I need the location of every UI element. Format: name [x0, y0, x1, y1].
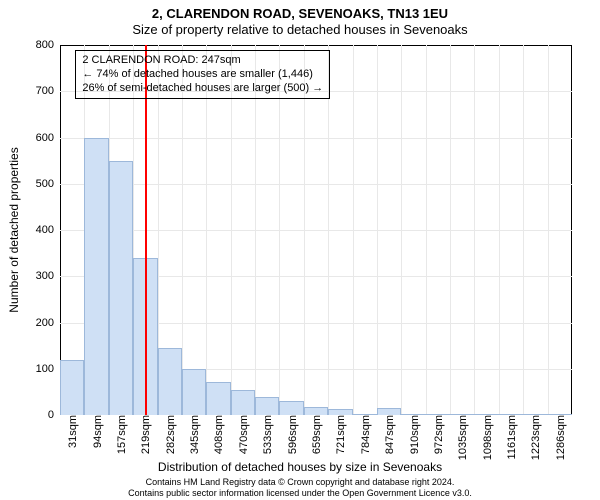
- gridline-v: [304, 45, 305, 415]
- x-tick-label: 1161sqm: [504, 415, 518, 459]
- source-caption: Contains HM Land Registry data © Crown c…: [0, 477, 600, 498]
- annotation-box: 2 CLARENDON ROAD: 247sqm← 74% of detache…: [75, 50, 330, 99]
- caption-line-2: Contains public sector information licen…: [128, 488, 472, 498]
- x-tick-label: 1035sqm: [455, 415, 469, 460]
- x-tick-label: 345sqm: [187, 415, 201, 454]
- y-axis-label: Number of detached properties: [7, 147, 21, 312]
- x-tick-label: 1098sqm: [480, 415, 494, 460]
- bar: [377, 408, 401, 415]
- x-tick-label: 1286sqm: [553, 415, 567, 460]
- marker-line: [145, 45, 147, 415]
- x-tick-label: 31sqm: [65, 415, 79, 448]
- x-tick-label: 910sqm: [407, 415, 421, 454]
- x-tick-label: 721sqm: [333, 415, 347, 454]
- gridline-v: [231, 45, 232, 415]
- bar: [109, 161, 133, 415]
- y-tick-label: 300: [36, 270, 60, 282]
- annotation-line: 26% of semi-detached houses are larger (…: [82, 82, 323, 96]
- gridline-h: [60, 184, 572, 185]
- x-tick-label: 533sqm: [260, 415, 274, 454]
- annotation-line: ← 74% of detached houses are smaller (1,…: [82, 68, 323, 82]
- x-tick-label: 219sqm: [138, 415, 152, 454]
- x-tick-label: 282sqm: [163, 415, 177, 454]
- bar: [255, 397, 279, 416]
- caption-line-1: Contains HM Land Registry data © Crown c…: [146, 477, 455, 487]
- annotation-line: 2 CLARENDON ROAD: 247sqm: [82, 54, 323, 68]
- plot-area: 010020030040050060070080031sqm94sqm157sq…: [60, 45, 572, 415]
- x-tick-label: 972sqm: [431, 415, 445, 454]
- gridline-v: [426, 45, 427, 415]
- y-tick-label: 400: [36, 224, 60, 236]
- gridline-v: [377, 45, 378, 415]
- y-tick-label: 800: [36, 39, 60, 51]
- x-axis-label: Distribution of detached houses by size …: [0, 460, 600, 474]
- bar: [60, 360, 84, 416]
- chart-container: 2, CLARENDON ROAD, SEVENOAKS, TN13 1EU S…: [0, 0, 600, 500]
- gridline-v: [206, 45, 207, 415]
- chart-subtitle: Size of property relative to detached ho…: [0, 22, 600, 38]
- x-tick-label: 157sqm: [114, 415, 128, 454]
- bar: [279, 401, 303, 415]
- gridline-v: [523, 45, 524, 415]
- x-tick-label: 659sqm: [309, 415, 323, 454]
- x-tick-label: 1223sqm: [528, 415, 542, 460]
- x-tick-label: 784sqm: [358, 415, 372, 454]
- gridline-v: [255, 45, 256, 415]
- bar: [158, 348, 182, 415]
- x-tick-label: 470sqm: [236, 415, 250, 454]
- gridline-v: [328, 45, 329, 415]
- bar: [231, 390, 255, 415]
- gridline-v: [450, 45, 451, 415]
- bar: [304, 407, 328, 415]
- gridline-v: [548, 45, 549, 415]
- y-tick-label: 700: [36, 85, 60, 97]
- y-tick-label: 100: [36, 363, 60, 375]
- bar: [84, 138, 108, 416]
- bar: [182, 369, 206, 415]
- bar: [206, 382, 230, 415]
- gridline-v: [499, 45, 500, 415]
- y-tick-label: 0: [48, 409, 60, 421]
- y-tick-label: 600: [36, 132, 60, 144]
- x-tick-label: 94sqm: [90, 415, 104, 448]
- gridline-h: [60, 138, 572, 139]
- gridline-v: [182, 45, 183, 415]
- x-tick-label: 847sqm: [382, 415, 396, 454]
- gridline-v: [474, 45, 475, 415]
- chart-title: 2, CLARENDON ROAD, SEVENOAKS, TN13 1EU: [0, 0, 600, 22]
- y-tick-label: 200: [36, 317, 60, 329]
- x-tick-label: 596sqm: [285, 415, 299, 454]
- gridline-h: [60, 230, 572, 231]
- y-tick-label: 500: [36, 178, 60, 190]
- gridline-v: [401, 45, 402, 415]
- gridline-v: [353, 45, 354, 415]
- x-tick-label: 408sqm: [211, 415, 225, 454]
- gridline-v: [279, 45, 280, 415]
